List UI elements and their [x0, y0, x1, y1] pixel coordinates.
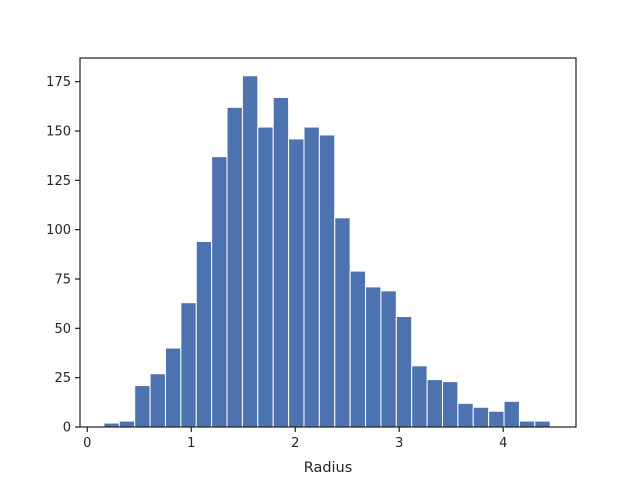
histogram-bar — [318, 134, 336, 428]
histogram-bar — [241, 75, 259, 428]
y-tick-label: 125 — [46, 174, 71, 189]
y-tick-label: 75 — [54, 273, 71, 288]
histogram-bar — [349, 270, 367, 428]
x-axis-label: Radius — [304, 460, 353, 476]
histogram-bar — [488, 410, 505, 428]
histogram-bar — [149, 373, 166, 428]
x-axis-ticks: 0 1 2 3 4 — [83, 427, 507, 451]
histogram-bar — [272, 96, 290, 428]
y-tick-label: 50 — [54, 322, 71, 337]
y-axis-ticks: 0 25 50 75 100 125 150 175 — [46, 75, 80, 436]
histogram-bars — [103, 75, 551, 428]
y-tick-label: 100 — [46, 223, 71, 238]
histogram-bar — [411, 365, 428, 428]
plot-area-frame — [79, 57, 577, 428]
y-tick-label: 25 — [54, 371, 71, 386]
histogram-bar — [180, 302, 197, 428]
histogram-bar — [380, 290, 397, 428]
x-tick-label: 1 — [187, 436, 195, 451]
histogram-bar — [441, 381, 459, 428]
histogram-bar — [288, 138, 305, 428]
x-tick-label: 3 — [395, 436, 403, 451]
y-tick-label: 175 — [46, 75, 71, 90]
histogram-bar — [334, 217, 351, 428]
histogram-bar — [472, 406, 490, 428]
histogram-bar — [195, 241, 213, 428]
y-tick-label: 0 — [63, 421, 71, 436]
histogram-bar — [534, 420, 551, 428]
histogram-bar — [226, 106, 243, 428]
x-tick-label: 0 — [83, 436, 91, 451]
x-tick-label: 4 — [499, 436, 507, 451]
histogram-bar — [118, 420, 136, 428]
y-tick-label: 150 — [46, 125, 71, 140]
histogram-bar — [303, 126, 320, 428]
histogram-bar — [211, 156, 228, 428]
histogram-bar — [395, 315, 413, 428]
x-tick-label: 2 — [291, 436, 299, 451]
histogram-bar — [134, 385, 151, 428]
histogram-bar — [457, 402, 474, 428]
histogram-bar — [426, 379, 443, 428]
histogram-bar — [164, 347, 182, 428]
histogram-bar — [503, 400, 520, 428]
histogram-bar — [257, 126, 274, 428]
histogram-bar — [365, 286, 382, 428]
histogram-bar — [518, 420, 536, 428]
